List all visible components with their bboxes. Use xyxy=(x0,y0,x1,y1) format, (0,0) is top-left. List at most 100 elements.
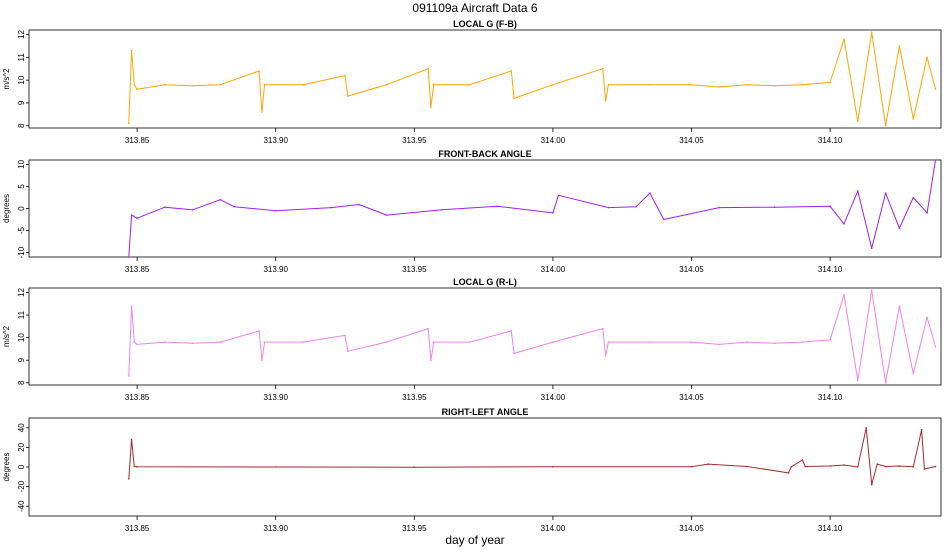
data-point xyxy=(746,341,748,343)
panel-3: LOCAL G (R-L) m/s^2 8 9 10 11 12 313.85 313.90 31… xyxy=(2,277,942,402)
series-line xyxy=(128,427,936,486)
data-point xyxy=(934,88,937,91)
data-point xyxy=(130,49,133,52)
x-tick-label: 313.90 xyxy=(263,524,288,533)
data-point xyxy=(258,330,260,332)
data-point xyxy=(552,341,554,343)
plot-frame xyxy=(28,287,942,386)
data-point xyxy=(884,124,887,127)
data-point xyxy=(302,83,305,86)
data-point xyxy=(413,466,416,469)
data-point xyxy=(263,341,266,343)
data-point xyxy=(133,341,136,343)
data-point xyxy=(191,342,194,345)
data-point xyxy=(128,375,130,377)
data-point xyxy=(870,483,873,486)
data-point xyxy=(718,206,720,209)
data-point xyxy=(829,465,831,467)
data-point xyxy=(496,205,499,208)
panel-title: LOCAL G (R-L) xyxy=(453,277,517,287)
y-tick-label: -5 xyxy=(17,226,26,234)
data-point xyxy=(843,464,845,466)
data-point xyxy=(133,465,136,468)
data-point xyxy=(607,206,610,209)
data-point xyxy=(635,205,637,208)
data-point xyxy=(136,343,138,346)
data-point xyxy=(843,223,845,225)
x-tick-label: 314.10 xyxy=(818,393,843,402)
y-tick-label: 8 xyxy=(17,380,26,385)
x-tick-label: 313.85 xyxy=(125,524,150,533)
data-point xyxy=(801,341,804,343)
data-point xyxy=(274,209,277,212)
data-point xyxy=(884,192,887,194)
panel-2: FRONT-BACK ANGLE degrees -10 -5 0 5 10 313.85 31… xyxy=(2,149,942,274)
y-tick-label: 8 xyxy=(17,123,26,128)
x-tick-label: 313.90 xyxy=(263,265,288,274)
series-line xyxy=(128,160,936,257)
data-point xyxy=(427,67,430,70)
data-point xyxy=(347,95,349,97)
data-point xyxy=(912,466,915,468)
x-tick-label: 314.10 xyxy=(818,265,843,274)
x-tick-label: 314.10 xyxy=(818,136,843,145)
y-tick-label: 40 xyxy=(17,423,26,432)
data-point xyxy=(130,214,133,216)
data-point xyxy=(718,343,720,346)
x-tick-label: 313.95 xyxy=(402,524,427,533)
y-tick-label: 9 xyxy=(17,357,26,362)
y-tick-label: -20 xyxy=(17,480,26,492)
data-point xyxy=(427,327,430,330)
data-point xyxy=(133,83,136,86)
y-tick-label: 11 xyxy=(17,53,26,62)
data-point xyxy=(870,289,873,292)
data-point xyxy=(128,256,130,257)
data-point xyxy=(663,218,665,221)
data-point xyxy=(829,205,831,208)
data-point xyxy=(790,465,793,468)
data-point xyxy=(513,97,515,100)
y-tick-label: -10 xyxy=(17,246,26,258)
data-point xyxy=(469,83,471,86)
data-point xyxy=(912,372,915,375)
data-point xyxy=(274,466,277,468)
data-point xyxy=(130,305,133,307)
panel-title: RIGHT-LEFT ANGLE xyxy=(442,407,529,417)
data-point xyxy=(912,196,915,199)
data-point xyxy=(302,341,305,343)
data-point xyxy=(510,330,513,332)
x-tick-label: 314.05 xyxy=(679,265,704,274)
y-tick-label: 9 xyxy=(17,100,26,105)
x-tick-label: 313.95 xyxy=(402,136,427,145)
data-point xyxy=(746,465,748,468)
y-tick-label: 20 xyxy=(17,442,26,451)
data-point xyxy=(934,345,937,348)
data-point xyxy=(136,88,138,91)
x-axis-label: day of year xyxy=(445,533,504,547)
data-point xyxy=(385,214,388,216)
data-point xyxy=(857,190,859,192)
data-point xyxy=(430,106,432,109)
data-point xyxy=(552,83,554,86)
x-tick-label: 314.05 xyxy=(679,524,704,533)
data-point xyxy=(801,459,804,461)
data-point xyxy=(934,160,937,161)
x-tick-label: 313.90 xyxy=(263,136,288,145)
data-point xyxy=(884,465,887,468)
data-point xyxy=(857,379,859,382)
data-point xyxy=(804,465,806,468)
data-point xyxy=(884,381,887,384)
data-point xyxy=(432,83,435,86)
data-point xyxy=(865,427,867,429)
data-point xyxy=(604,99,607,102)
y-tick-label: 10 xyxy=(17,333,26,342)
plot-frame xyxy=(28,159,942,258)
data-point xyxy=(552,466,554,468)
y-tick-label: 0 xyxy=(17,464,26,469)
data-point xyxy=(690,83,693,86)
x-tick-label: 314.00 xyxy=(541,136,566,145)
data-point xyxy=(191,85,194,87)
data-point xyxy=(649,341,651,343)
data-point xyxy=(385,341,388,343)
data-point xyxy=(926,316,928,319)
